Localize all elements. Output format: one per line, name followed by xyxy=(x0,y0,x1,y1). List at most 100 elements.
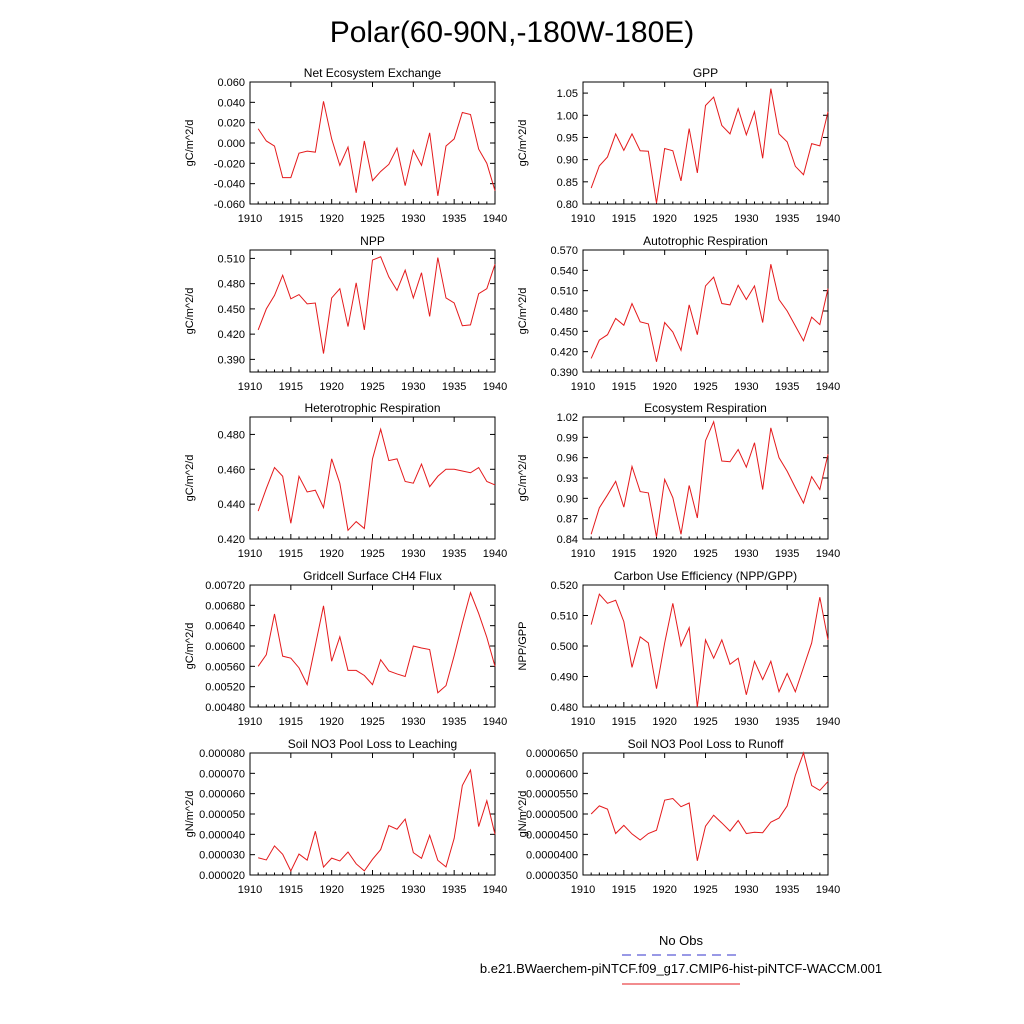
y-tick-label: 0.540 xyxy=(550,265,578,277)
y-axis-label: gC/m^2/d xyxy=(184,623,196,670)
x-tick-label: 1940 xyxy=(483,548,507,560)
series-line-npp xyxy=(257,256,496,354)
y-tick-label: 0.0000550 xyxy=(526,789,578,801)
panel-grid: Net Ecosystem Exchange gC/m^2/d 1910 1915 19… xyxy=(184,66,840,896)
x-tick-label: 1915 xyxy=(612,381,636,393)
y-axis-label: gC/m^2/d xyxy=(184,288,196,335)
x-tick-label: 1925 xyxy=(693,716,717,728)
y-tick-label: 1.05 xyxy=(557,88,578,100)
y-tick-label: 0.000080 xyxy=(199,748,245,760)
panel-title: Heterotrophic Respiration xyxy=(304,401,440,415)
y-tick-label: 0.480 xyxy=(217,279,245,291)
x-tick-label: 1940 xyxy=(483,884,507,896)
x-tick-label: 1935 xyxy=(775,381,799,393)
x-tick-label: 1930 xyxy=(734,213,758,225)
x-tick-label: 1935 xyxy=(442,716,466,728)
y-axis-label: gC/m^2/d xyxy=(184,455,196,502)
x-tick-label: 1910 xyxy=(571,213,595,225)
y-axis-label: gC/m^2/d xyxy=(517,120,529,167)
x-tick-label: 1935 xyxy=(442,884,466,896)
y-tick-label: 0.510 xyxy=(550,611,578,623)
x-tick-label: 1920 xyxy=(319,548,343,560)
series-line-carbon-use-efficiency-npp-gpp xyxy=(590,593,829,708)
panel-title: Net Ecosystem Exchange xyxy=(304,66,442,80)
y-tick-label: 0.040 xyxy=(217,97,245,109)
y-tick-label: 0.000020 xyxy=(199,870,245,882)
x-tick-label: 1910 xyxy=(238,548,262,560)
y-tick-label: 0.500 xyxy=(550,641,578,653)
y-tick-label: 0.0000400 xyxy=(526,850,578,862)
plot-frame xyxy=(249,416,496,540)
y-tick-label: 0.450 xyxy=(550,326,578,338)
x-tick-label: 1920 xyxy=(319,884,343,896)
y-tick-label: 0.80 xyxy=(557,199,578,211)
x-tick-label: 1930 xyxy=(401,213,425,225)
y-tick-label: 0.0000500 xyxy=(526,809,578,821)
y-tick-label: 0.000 xyxy=(217,138,245,150)
x-tick-label: 1920 xyxy=(319,716,343,728)
y-tick-label: 0.96 xyxy=(557,453,578,465)
x-tick-label: 1910 xyxy=(571,884,595,896)
x-tick-label: 1930 xyxy=(401,884,425,896)
x-tick-label: 1930 xyxy=(401,548,425,560)
x-tick-label: 1915 xyxy=(612,716,636,728)
y-tick-label: 0.00640 xyxy=(205,621,245,633)
panel-title: Gridcell Surface CH4 Flux xyxy=(303,569,442,583)
panel-title: Ecosystem Respiration xyxy=(644,401,767,415)
y-tick-label: 0.480 xyxy=(217,429,245,441)
x-tick-label: 1910 xyxy=(571,381,595,393)
panel-title: Soil NO3 Pool Loss to Runoff xyxy=(628,737,785,751)
y-tick-label: 0.0000450 xyxy=(526,829,578,841)
y-tick-label: 0.85 xyxy=(557,177,578,189)
plot-frame xyxy=(249,81,496,205)
x-tick-label: 1935 xyxy=(442,381,466,393)
panel-soil-no3-pool-loss-to-leaching: Soil NO3 Pool Loss to Leaching gN/m^2/d 19… xyxy=(184,737,507,896)
y-tick-label: 0.000030 xyxy=(199,850,245,862)
x-tick-label: 1925 xyxy=(360,716,384,728)
panel-heterotrophic-respiration: Heterotrophic Respiration gC/m^2/d 1910 191… xyxy=(184,401,507,560)
panel-carbon-use-efficiency-npp-gpp: Carbon Use Efficiency (NPP/GPP) NPP/GPP 19… xyxy=(517,569,840,728)
y-tick-label: 0.480 xyxy=(550,702,578,714)
series-line-autotrophic-respiration xyxy=(590,264,829,362)
y-tick-label: 0.440 xyxy=(217,499,245,511)
x-tick-label: 1935 xyxy=(775,884,799,896)
x-tick-label: 1930 xyxy=(401,381,425,393)
series-line-gpp xyxy=(590,88,829,204)
x-tick-label: 1910 xyxy=(238,213,262,225)
x-tick-label: 1925 xyxy=(360,213,384,225)
panel-title: Autotrophic Respiration xyxy=(643,234,768,248)
x-tick-label: 1925 xyxy=(693,213,717,225)
y-tick-label: 0.00720 xyxy=(205,580,245,592)
y-tick-label: 0.420 xyxy=(550,347,578,359)
legend-label-model-run: b.e21.BWaerchem-piNTCF.f09_g17.CMIP6-his… xyxy=(480,961,882,976)
panel-gpp: GPP gC/m^2/d 1910 1915 1920 1925 1930 1935 1940 0… xyxy=(517,66,840,225)
x-tick-label: 1940 xyxy=(816,716,840,728)
y-tick-label: 0.00560 xyxy=(205,661,245,673)
y-tick-label: 0.00600 xyxy=(205,641,245,653)
panel-ecosystem-respiration: Ecosystem Respiration gC/m^2/d 1910 1915 192… xyxy=(517,401,840,560)
panel-soil-no3-pool-loss-to-runoff: Soil NO3 Pool Loss to Runoff gN/m^2/d 1910… xyxy=(517,737,840,896)
x-tick-label: 1935 xyxy=(775,213,799,225)
y-tick-label: 0.420 xyxy=(217,534,245,546)
y-axis-label: gN/m^2/d xyxy=(517,791,529,838)
x-tick-label: 1910 xyxy=(571,548,595,560)
x-tick-label: 1940 xyxy=(483,716,507,728)
y-tick-label: 0.490 xyxy=(550,672,578,684)
y-tick-label: 0.0000350 xyxy=(526,870,578,882)
x-tick-label: 1920 xyxy=(652,213,676,225)
x-tick-label: 1930 xyxy=(734,381,758,393)
x-tick-label: 1935 xyxy=(775,716,799,728)
y-axis-label: NPP/GPP xyxy=(517,622,529,671)
panel-npp: NPP gC/m^2/d 1910 1915 1920 1925 1930 1935 1940 0… xyxy=(184,234,507,393)
y-axis-label: gC/m^2/d xyxy=(517,455,529,502)
y-axis-label: gC/m^2/d xyxy=(184,120,196,167)
x-tick-label: 1925 xyxy=(693,548,717,560)
x-tick-label: 1940 xyxy=(816,381,840,393)
y-tick-label: -0.040 xyxy=(214,179,245,191)
panel-title: Carbon Use Efficiency (NPP/GPP) xyxy=(614,569,797,583)
x-tick-label: 1910 xyxy=(238,716,262,728)
y-tick-label: -0.020 xyxy=(214,158,245,170)
y-tick-label: 1.00 xyxy=(557,110,578,122)
y-tick-label: 1.02 xyxy=(557,412,578,424)
x-tick-label: 1935 xyxy=(442,213,466,225)
